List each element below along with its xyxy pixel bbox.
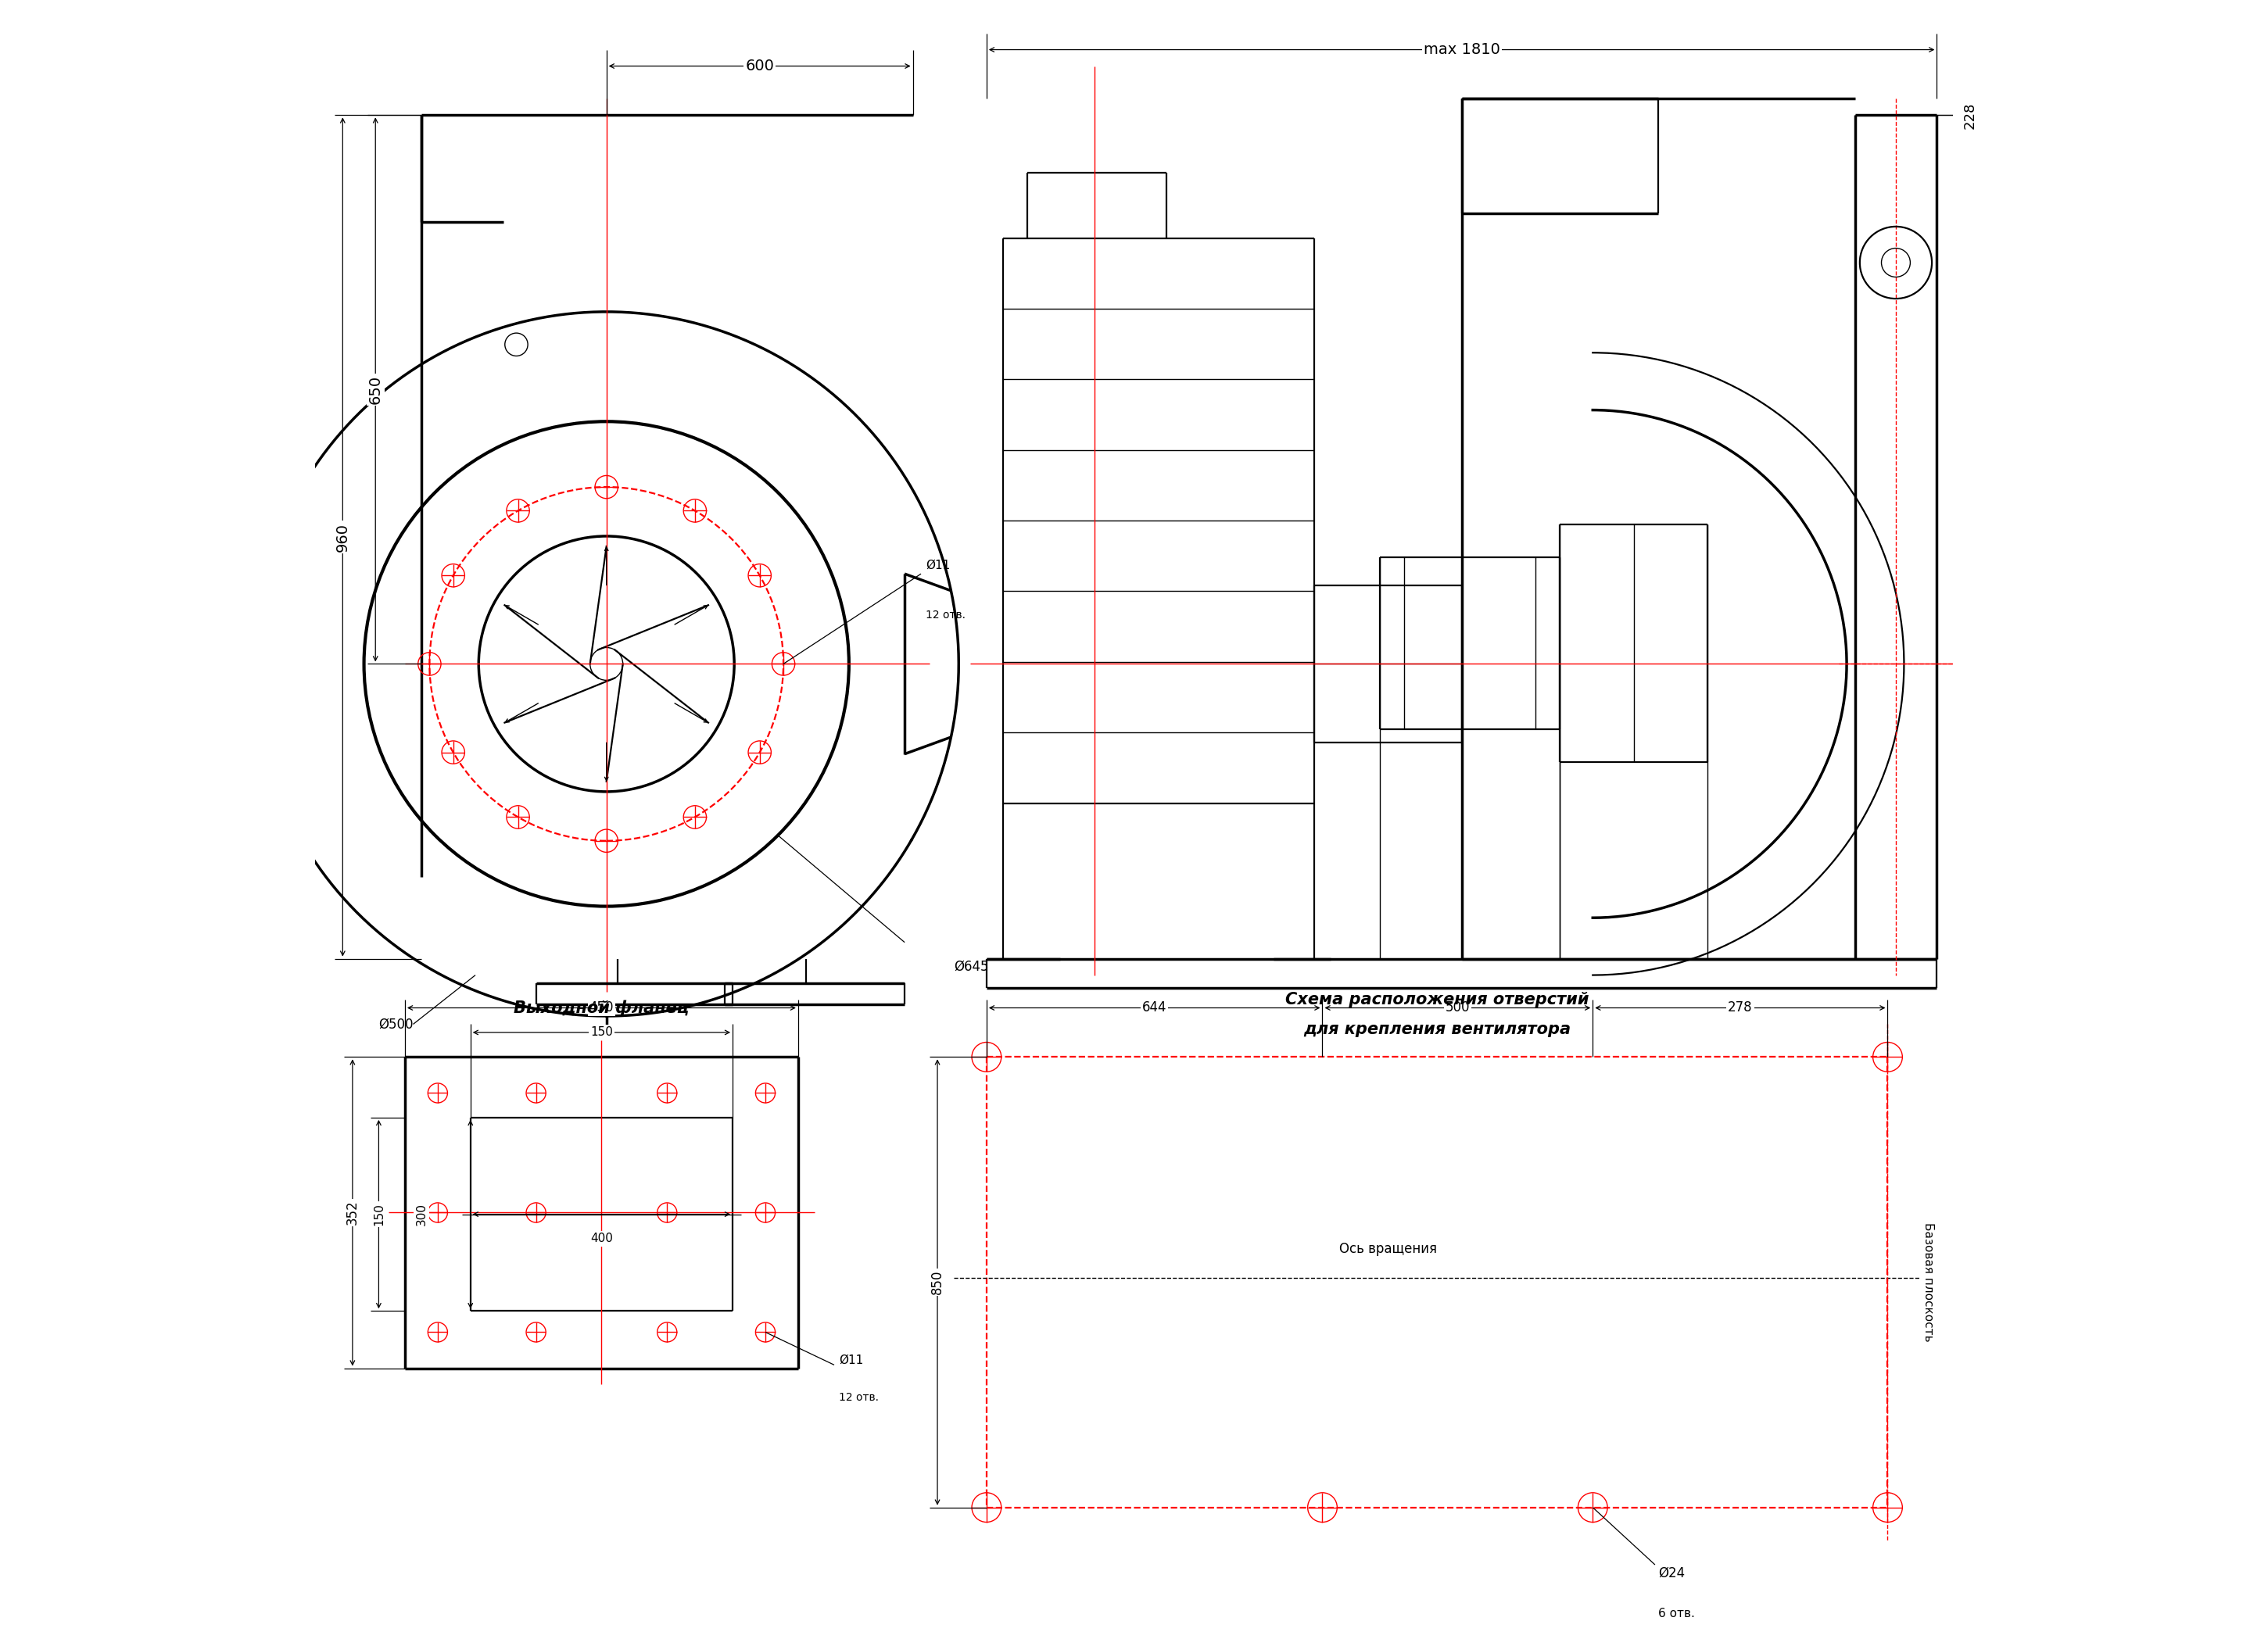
Text: 228: 228 (1962, 102, 1978, 128)
Text: 150: 150 (590, 1026, 612, 1037)
Text: Выходной фланец: Выходной фланец (515, 1000, 689, 1016)
Text: 12 отв.: 12 отв. (839, 1392, 880, 1403)
Text: Ø645: Ø645 (955, 960, 989, 974)
Text: 644: 644 (1143, 1001, 1166, 1015)
Text: Ось вращения: Ось вращения (1338, 1242, 1438, 1255)
Text: для крепления вентилятора: для крепления вентилятора (1304, 1021, 1572, 1037)
Text: Ø24: Ø24 (1658, 1565, 1685, 1580)
Text: Ø11: Ø11 (839, 1354, 864, 1365)
Text: 450: 450 (590, 1001, 615, 1015)
Text: max 1810: max 1810 (1424, 43, 1499, 57)
Text: 400: 400 (590, 1233, 612, 1244)
Text: 500: 500 (1445, 1001, 1470, 1015)
Text: Схема расположения отверстий: Схема расположения отверстий (1286, 992, 1590, 1008)
Text: Базовая плоскость: Базовая плоскость (1923, 1223, 1935, 1342)
Text: 150: 150 (372, 1203, 386, 1226)
Text: 352: 352 (345, 1200, 361, 1224)
Text: 300: 300 (415, 1203, 426, 1226)
Text: Ø11: Ø11 (925, 561, 950, 572)
Text: 278: 278 (1728, 1001, 1753, 1015)
Text: 650: 650 (367, 375, 383, 405)
Text: 6 отв.: 6 отв. (1658, 1608, 1694, 1619)
Text: 960: 960 (336, 523, 349, 551)
Text: 600: 600 (746, 59, 773, 74)
Text: 850: 850 (930, 1270, 943, 1295)
Text: 12 отв.: 12 отв. (925, 610, 966, 620)
Text: Ø500: Ø500 (379, 1018, 413, 1031)
